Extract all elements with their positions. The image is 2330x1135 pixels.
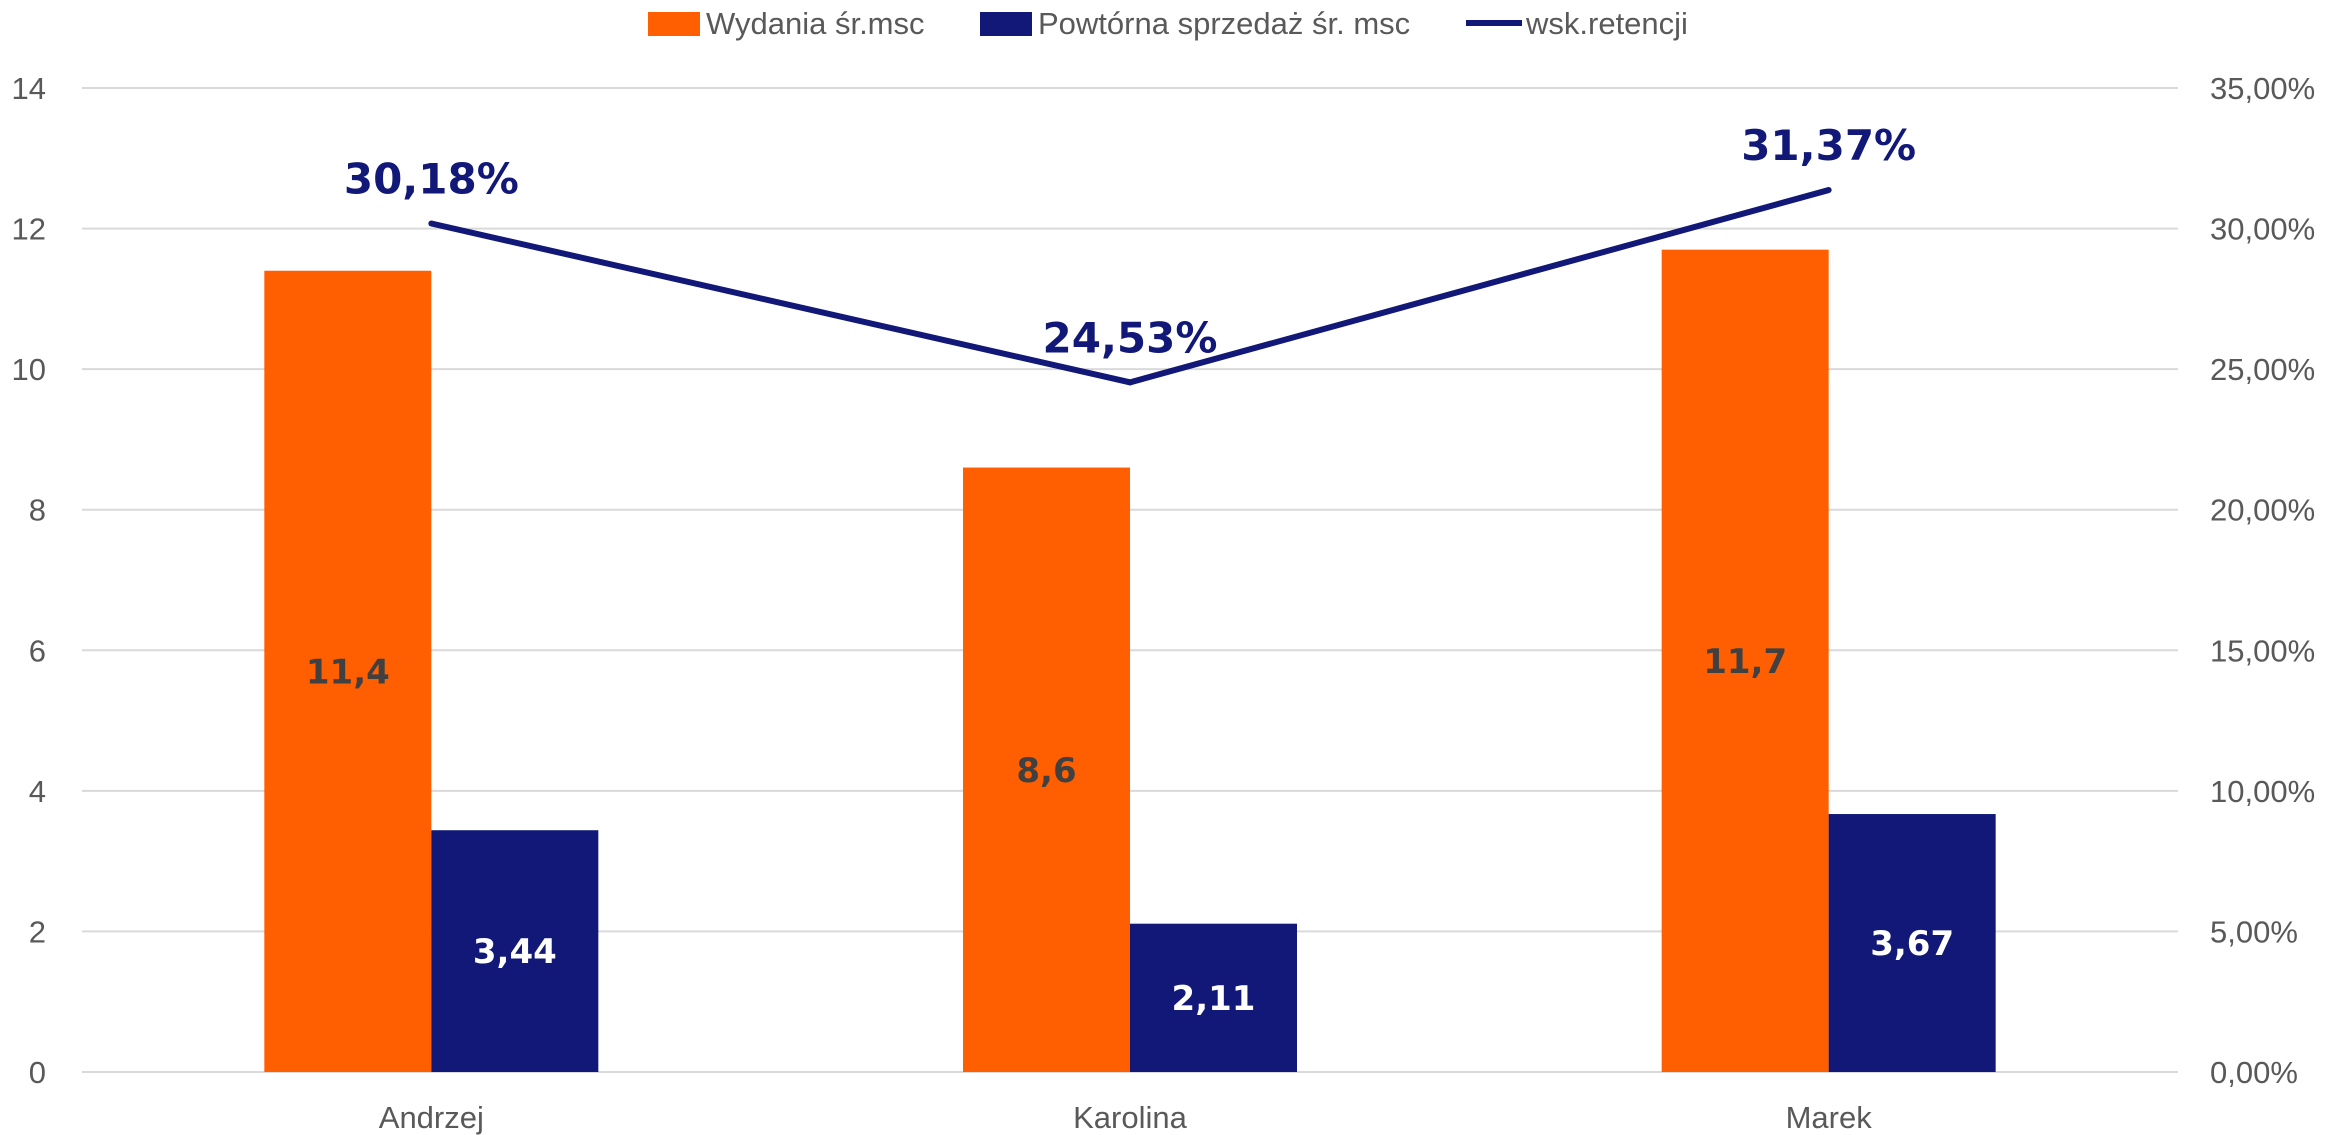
bar-data-label: 3,44 xyxy=(473,932,557,972)
y-right-tick-label: 25,00% xyxy=(2210,352,2315,387)
y-right-tick-label: 30,00% xyxy=(2210,212,2315,247)
y-left-tick-label: 0 xyxy=(29,1055,46,1090)
x-category-label: Marek xyxy=(1786,1100,1873,1135)
bar-wydania-karolina xyxy=(963,467,1130,1072)
legend: Wydania śr.msc Powtórna sprzedaż śr. msc w… xyxy=(648,6,1688,41)
y-left-tick-label: 2 xyxy=(29,914,46,949)
retention-data-label: 31,37% xyxy=(1741,121,1916,170)
y-right-tick-label: 10,00% xyxy=(2210,774,2315,809)
x-category-label: Karolina xyxy=(1073,1100,1187,1135)
bar-powtorna-andrzej xyxy=(431,830,599,1072)
retention-point xyxy=(1825,187,1832,194)
legend-label: Wydania śr.msc xyxy=(706,6,925,41)
bar-data-label: 11,4 xyxy=(306,652,390,692)
y-left-tick-label: 14 xyxy=(12,71,46,106)
legend-swatch xyxy=(648,12,700,36)
bar-data-label: 8,6 xyxy=(1016,751,1076,791)
y-left-tick-label: 6 xyxy=(29,633,46,668)
bars xyxy=(264,249,1996,1072)
bar-powtorna-marek xyxy=(1828,814,1996,1072)
bar-data-label: 2,11 xyxy=(1172,979,1256,1019)
retention-data-label: 24,53% xyxy=(1043,313,1218,362)
legend-label: wsk.retencji xyxy=(1525,6,1688,41)
x-category-label: Andrzej xyxy=(379,1100,484,1135)
x-axis-categories: Andrzej Karolina Marek xyxy=(379,1100,1872,1135)
y-axis-left: 0 2 4 6 8 10 12 14 xyxy=(12,71,46,1090)
y-left-tick-label: 12 xyxy=(12,212,46,247)
legend-swatch xyxy=(980,12,1032,36)
bar-data-label: 3,67 xyxy=(1870,924,1954,964)
retention-line: 30,18% 24,53% 31,37% xyxy=(344,121,1916,386)
bar-data-label: 11,7 xyxy=(1703,642,1787,682)
y-left-tick-label: 10 xyxy=(12,352,46,387)
retention-data-label: 30,18% xyxy=(344,155,519,204)
y-right-tick-label: 15,00% xyxy=(2210,633,2315,668)
bar-labels: 11,4 3,44 8,6 2,11 11,7 3,67 xyxy=(306,642,1954,1019)
y-right-tick-label: 0,00% xyxy=(2210,1055,2298,1090)
legend-label: Powtórna sprzedaż śr. msc xyxy=(1038,6,1410,41)
y-right-tick-label: 20,00% xyxy=(2210,493,2315,528)
y-right-tick-label: 5,00% xyxy=(2210,914,2298,949)
bar-wydania-marek xyxy=(1661,249,1829,1072)
y-left-tick-label: 4 xyxy=(29,774,46,809)
bar-powtorna-karolina xyxy=(1130,923,1297,1072)
y-axis-right: 0,00% 5,00% 10,00% 15,00% 20,00% 25,00% 30,00%… xyxy=(2210,71,2315,1090)
retention-point xyxy=(428,220,435,227)
y-right-tick-label: 35,00% xyxy=(2210,71,2315,106)
y-left-tick-label: 8 xyxy=(29,493,46,528)
bar-wydania-andrzej xyxy=(264,270,432,1072)
retention-point xyxy=(1127,379,1133,386)
